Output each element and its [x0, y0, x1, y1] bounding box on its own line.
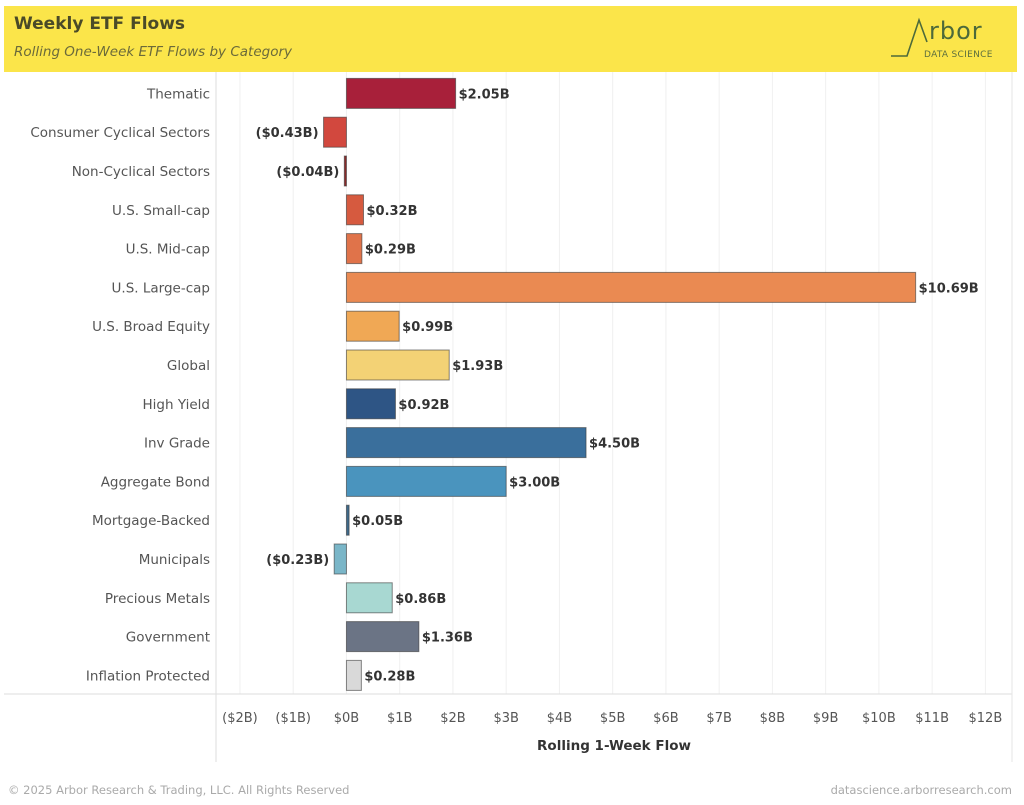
category-label: Non-Cyclical Sectors [72, 164, 210, 180]
category-label: Global [167, 358, 210, 374]
category-label: Thematic [146, 86, 210, 102]
bar [333, 543, 347, 575]
category-label: U.S. Mid-cap [126, 242, 210, 258]
category-label: Inflation Protected [86, 668, 210, 684]
category-label: U.S. Broad Equity [92, 319, 210, 335]
category-label: Consumer Cyclical Sectors [30, 125, 210, 141]
category-label: High Yield [143, 397, 210, 413]
grid-lines [239, 72, 986, 694]
logo-spike-icon [891, 17, 928, 57]
value-label: $4.50B [589, 437, 640, 452]
x-tick-label: $2B [440, 711, 465, 726]
value-labels: $2.05B ($0.43B) ($0.04B) $0.32B $0.29B $10.69… [256, 87, 979, 684]
x-tick-label: ($2B) [222, 711, 258, 726]
bar-chart: Thematic Consumer Cyclical Sectors Non-Cyc… [4, 72, 1013, 762]
value-label: $1.93B [452, 359, 503, 374]
value-label: $0.32B [366, 204, 417, 219]
x-axis-title: Rolling 1-Week Flow [537, 738, 691, 754]
x-tick-label: $10B [862, 711, 896, 726]
x-tick-label: $6B [653, 711, 678, 726]
bars [323, 77, 917, 691]
category-label: Aggregate Bond [101, 474, 210, 490]
x-tick-label: ($1B) [275, 711, 311, 726]
category-label: Inv Grade [144, 436, 210, 452]
category-label: U.S. Large-cap [112, 280, 210, 296]
bar [345, 233, 363, 265]
bar [345, 388, 396, 420]
x-tick-label: $9B [813, 711, 838, 726]
x-tick-label: $3B [493, 711, 518, 726]
bar [345, 349, 450, 381]
category-label: U.S. Small-cap [112, 203, 210, 219]
website-link: datascience.arborresearch.com [830, 783, 1012, 797]
bar [345, 271, 917, 303]
x-tick-label: $8B [760, 711, 785, 726]
bar [345, 427, 587, 459]
logo-word: rbor [929, 17, 983, 45]
value-label: $0.05B [352, 514, 403, 529]
value-label: ($0.23B) [266, 553, 329, 568]
bar [345, 659, 362, 691]
value-label: $3.00B [509, 475, 560, 490]
bar [343, 155, 347, 187]
x-tick-label: $7B [706, 711, 731, 726]
page-title: Weekly ETF Flows [14, 14, 186, 34]
value-label: $10.69B [919, 281, 979, 296]
bar [345, 582, 393, 614]
x-tick-label: $1B [387, 711, 412, 726]
x-tick-label: $0B [334, 711, 359, 726]
value-label: ($0.04B) [276, 165, 339, 180]
bar [345, 621, 420, 653]
bar [345, 310, 400, 342]
category-label: Precious Metals [105, 591, 210, 607]
value-label: $0.92B [398, 398, 449, 413]
value-label: $0.86B [395, 592, 446, 607]
value-label: $2.05B [459, 87, 510, 102]
category-labels: Thematic Consumer Cyclical Sectors Non-Cyc… [30, 86, 210, 684]
page-subtitle: Rolling One-Week ETF Flows by Category [14, 44, 292, 60]
value-label: $1.36B [422, 631, 473, 646]
value-label: ($0.43B) [256, 126, 319, 141]
bar [345, 194, 364, 226]
x-tick-label: $11B [915, 711, 949, 726]
category-label: Government [126, 630, 210, 646]
category-label: Municipals [139, 552, 210, 568]
copyright-text: © 2025 Arbor Research & Trading, LLC. Al… [8, 783, 350, 797]
logo-subtitle: DATA SCIENCE [924, 50, 993, 60]
bar [345, 465, 507, 497]
bar [345, 77, 457, 109]
x-tick-label: $12B [969, 711, 1003, 726]
category-label: Mortgage-Backed [92, 513, 210, 529]
bar [323, 116, 347, 148]
arbor-logo: rbor DATA SCIENCE [889, 12, 1009, 68]
x-tick-label: $4B [547, 711, 572, 726]
bar [345, 504, 350, 536]
value-label: $0.99B [402, 320, 453, 335]
header-banner: Weekly ETF Flows Rolling One-Week ETF Fl… [4, 6, 1017, 72]
x-tick-labels: ($2B) ($1B) $0B $1B $2B $3B $4B $5B $6B $7B $8B $9B… [222, 711, 1002, 726]
value-label: $0.29B [365, 243, 416, 258]
value-label: $0.28B [364, 669, 415, 684]
x-tick-label: $5B [600, 711, 625, 726]
